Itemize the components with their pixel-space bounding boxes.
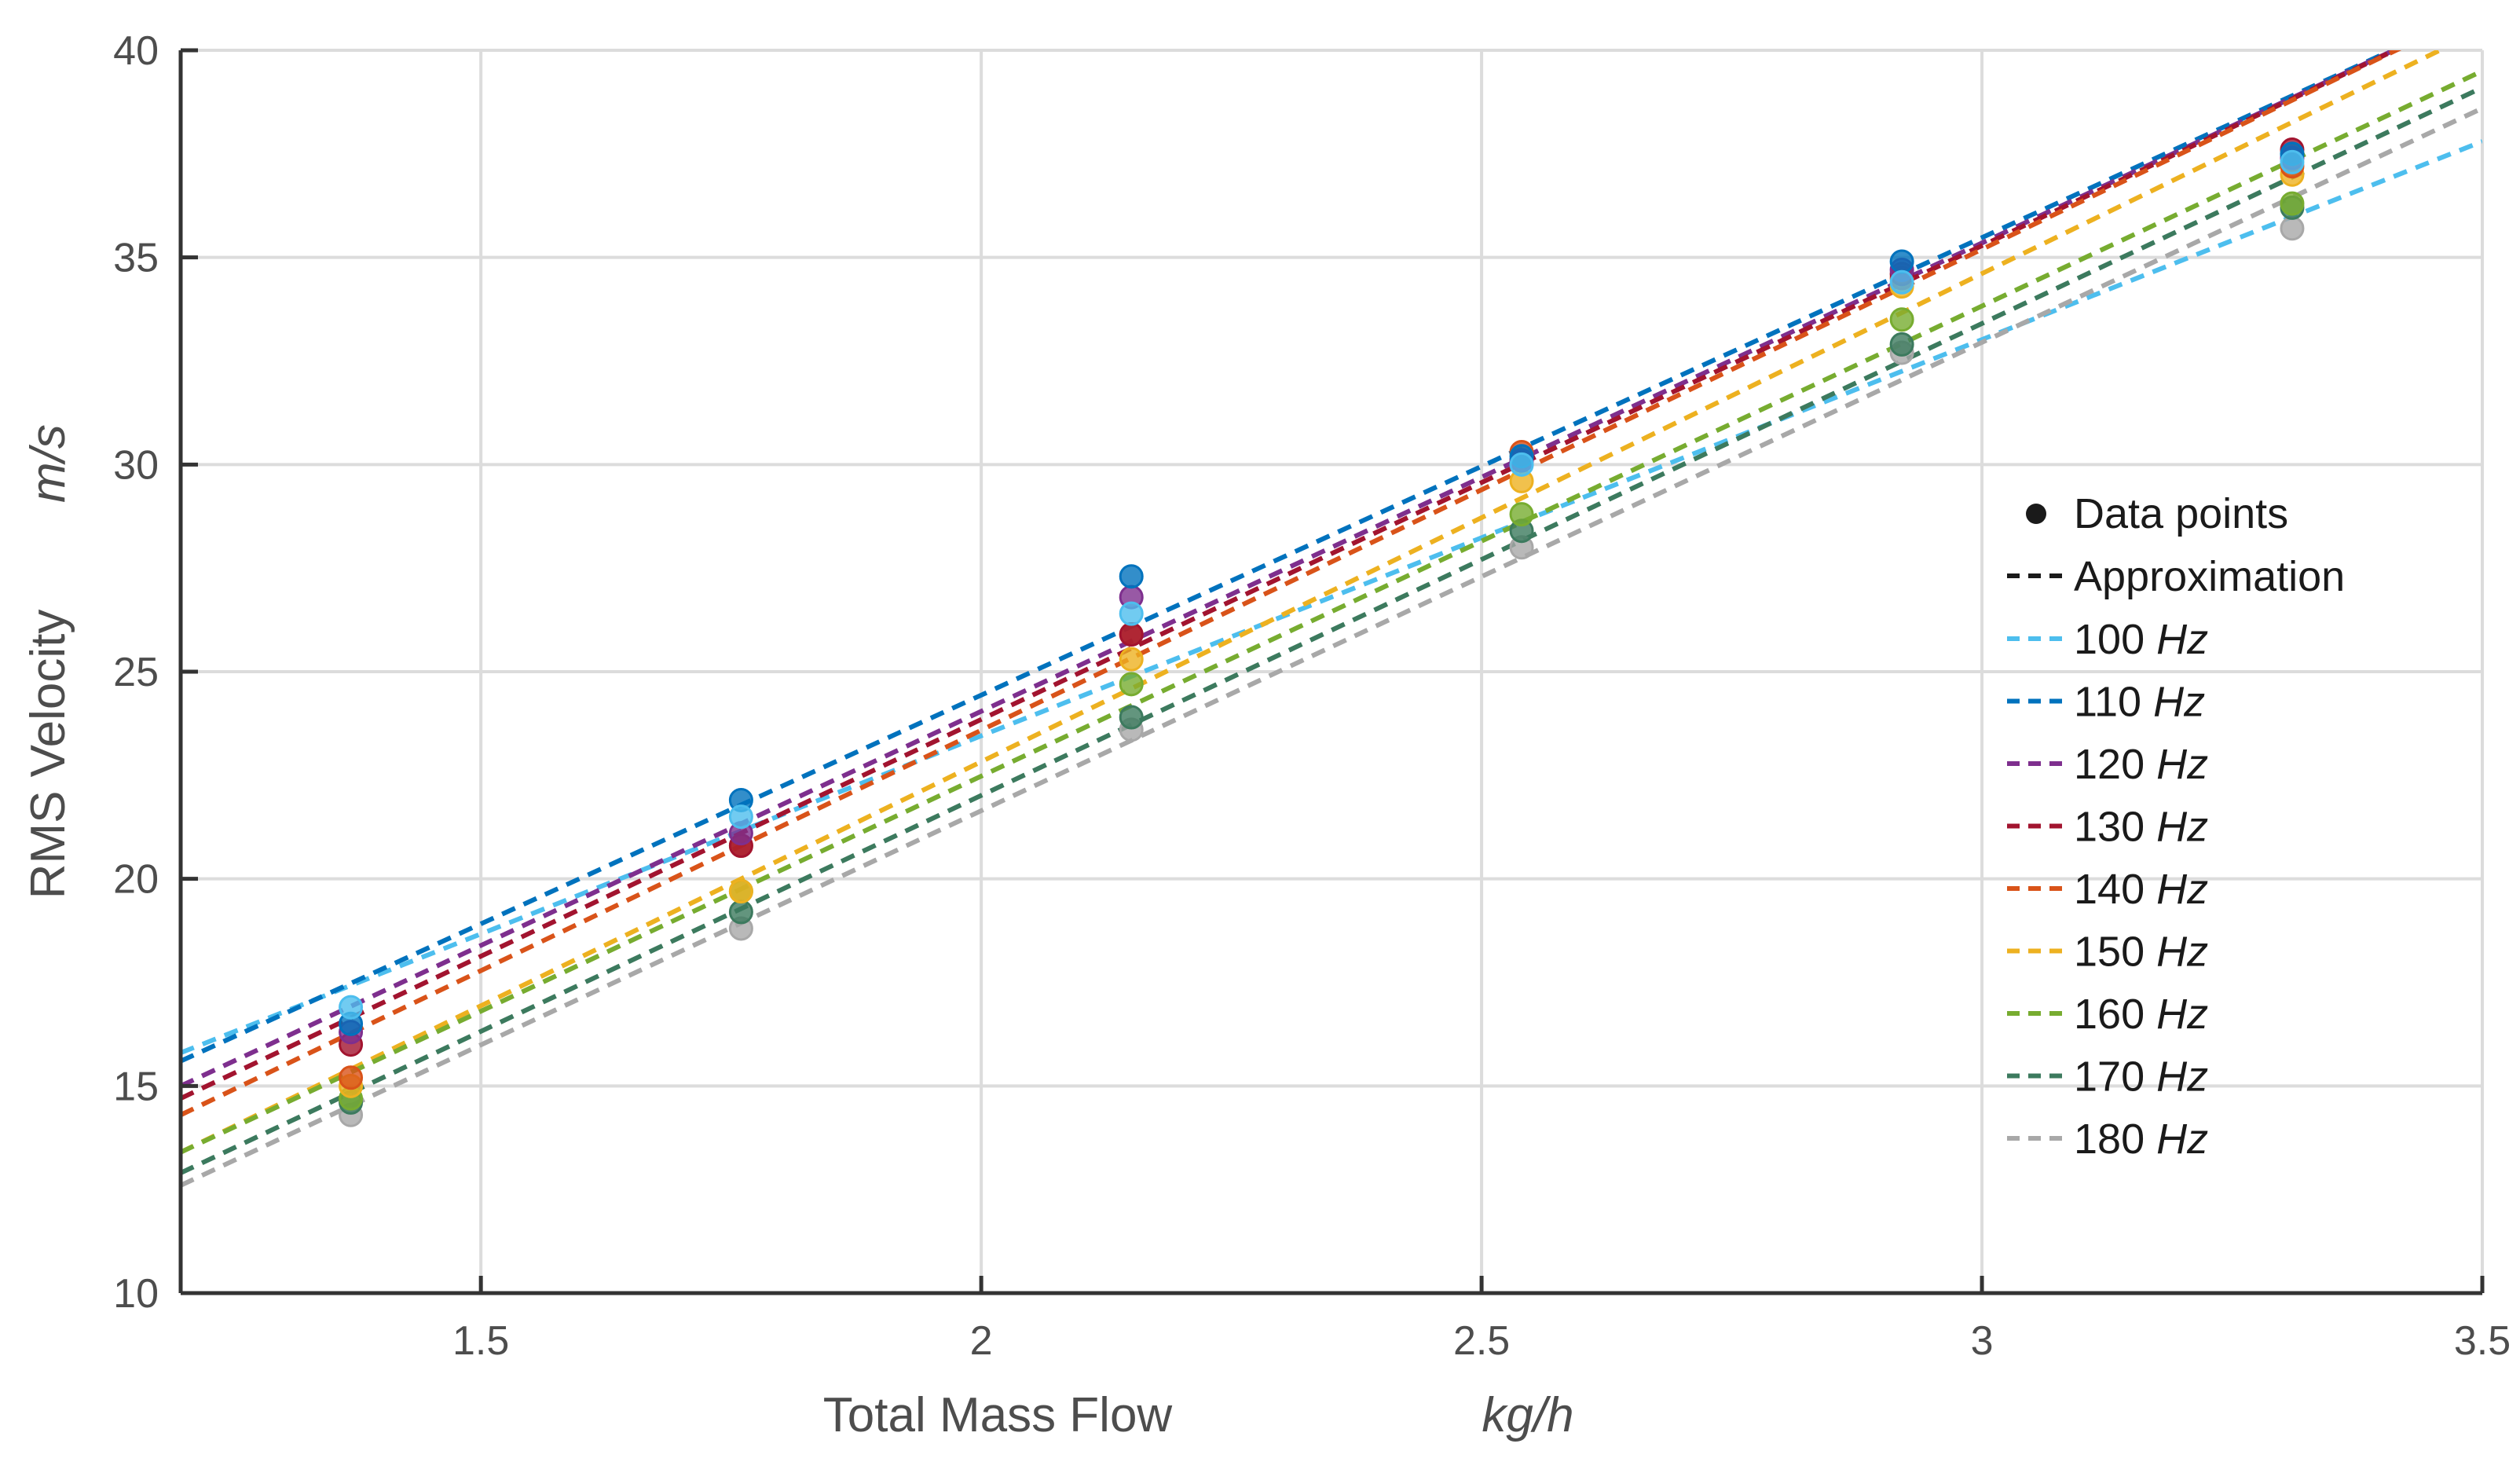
y-tick-label: 15 (113, 1064, 159, 1109)
data-point-100-hz (1509, 452, 1534, 477)
x-axis-title: Total Mass Flow (823, 1388, 1173, 1442)
legend-label-120-hz: 120 Hz (2074, 741, 2208, 788)
data-point-140-hz (339, 1065, 364, 1090)
fit-line-140-hz (181, 50, 2402, 1117)
y-tick-label: 20 (113, 857, 159, 903)
data-point-100-hz (339, 995, 364, 1020)
fit-line-100-hz (181, 139, 2482, 1055)
axes-layer (178, 48, 2485, 1295)
fit-line-120-hz (181, 50, 2400, 1089)
legend-label-130-hz: 130 Hz (2074, 804, 2208, 851)
x-tick-label: 3.5 (2454, 1318, 2511, 1364)
y-tick-label: 10 (113, 1271, 159, 1317)
legend-label-150-hz: 150 Hz (2074, 929, 2208, 976)
x-axis-unit: kg/h (1482, 1388, 1573, 1442)
data-point-160-hz (2280, 191, 2305, 216)
data-point-150-hz (1119, 647, 1144, 672)
legend-label-180-hz: 180 Hz (2074, 1116, 2208, 1163)
x-tick-label: 2 (970, 1318, 993, 1364)
data-point-100-hz (2280, 149, 2305, 174)
legend-label-100-hz: 100 Hz (2074, 616, 2208, 663)
data-point-170-hz (1119, 705, 1144, 730)
legend-label-110-hz: 110 Hz (2074, 679, 2205, 726)
y-axis-title: RMS Velocity (21, 610, 75, 900)
y-tick-label: 40 (113, 28, 159, 74)
data-point-100-hz (1119, 601, 1144, 626)
fit-line-110-hz (181, 50, 2397, 1064)
x-tick-label: 2.5 (1453, 1318, 1510, 1364)
data-point-110-hz (1889, 249, 1914, 274)
data-point-130-hz (1119, 622, 1144, 647)
legend-label-approximation: Approximation (2074, 553, 2345, 600)
data-point-170-hz (728, 900, 753, 925)
fit-line-130-hz (181, 50, 2401, 1101)
x-tick-label: 3 (1971, 1318, 1994, 1364)
legend: Data points Approximation 100 Hz 110 Hz 12… (2007, 490, 2345, 1163)
data-point-160-hz (1119, 672, 1144, 697)
fit-line-150-hz (181, 50, 2445, 1155)
legend-marker-data-points (2026, 504, 2046, 524)
legend-label-140-hz: 140 Hz (2074, 866, 2208, 913)
y-axis-unit: m/s (21, 424, 75, 503)
data-point-160-hz (1509, 502, 1534, 527)
data-point-100-hz (728, 804, 753, 830)
data-point-150-hz (728, 878, 753, 903)
data-points-layer (339, 137, 2305, 1127)
legend-label-data-points: Data points (2074, 490, 2288, 537)
data-point-160-hz (1889, 307, 1914, 332)
legend-label-160-hz: 160 Hz (2074, 991, 2208, 1038)
grid-layer (181, 49, 2484, 1295)
data-point-180-hz (2280, 216, 2305, 241)
x-tick-label: 1.5 (452, 1318, 509, 1364)
legend-label-170-hz: 170 Hz (2074, 1053, 2208, 1101)
data-point-100-hz (1889, 269, 1914, 295)
y-tick-label: 30 (113, 442, 159, 488)
tick-labels-layer: 1.5 2 2.5 3 3.5 10 15 20 25 30 35 40 (113, 28, 2511, 1364)
y-tick-label: 35 (113, 236, 159, 281)
data-point-170-hz (1889, 332, 1914, 357)
fit-lines-layer (181, 50, 2482, 1188)
y-tick-label: 25 (113, 650, 159, 695)
data-point-110-hz (1119, 564, 1144, 589)
